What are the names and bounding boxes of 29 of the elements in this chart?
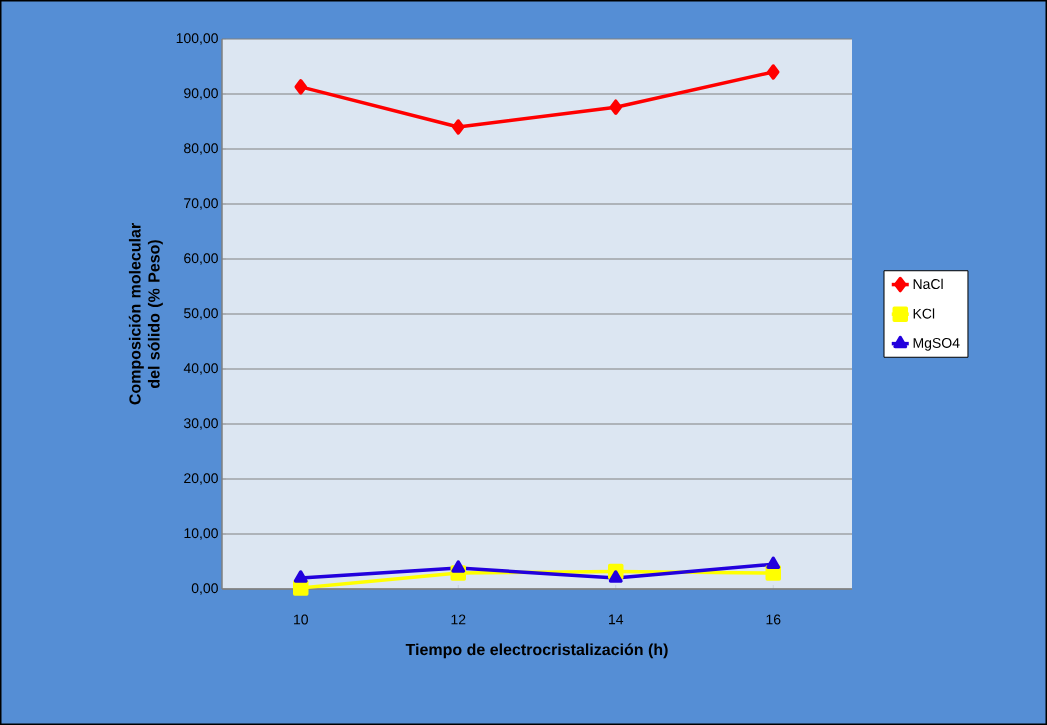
x-tick-label: 10 xyxy=(294,614,308,625)
x-tick-label: 16 xyxy=(766,614,781,625)
y-tick-label: 10,00 xyxy=(184,528,218,540)
point xyxy=(609,99,623,115)
y-tick-label: 80,00 xyxy=(184,143,218,155)
point xyxy=(451,560,466,573)
y-tick-label: 20,00 xyxy=(184,473,218,485)
y-tick-label: 60,00 xyxy=(184,253,218,265)
y-tick-label: 90,00 xyxy=(184,88,218,100)
point xyxy=(293,570,308,583)
point xyxy=(767,64,780,80)
y-axis-title: Composición molecular del sólido (% Peso) xyxy=(128,223,163,405)
y-tick-label: 30,00 xyxy=(183,418,218,430)
y-tick-label: 40,00 xyxy=(183,363,218,375)
point xyxy=(452,119,465,135)
x-tick-label: 14 xyxy=(609,614,624,625)
legend-label: KCl xyxy=(913,308,935,319)
y-tick-label: 70,00 xyxy=(184,198,218,210)
point xyxy=(766,556,781,569)
y-tick-label: 50,00 xyxy=(184,308,218,320)
x-tick-label: 12 xyxy=(451,614,466,625)
point xyxy=(294,79,307,95)
y-tick-label: 0,00 xyxy=(191,583,218,595)
point xyxy=(608,570,623,583)
x-axis-title: Tiempo de electrocristalización (h) xyxy=(405,643,668,659)
point xyxy=(293,580,309,596)
legend-label: MgSO4 xyxy=(913,337,960,351)
y-tick-label: 100,00 xyxy=(176,33,218,45)
legend-label: NaCl xyxy=(913,278,943,290)
